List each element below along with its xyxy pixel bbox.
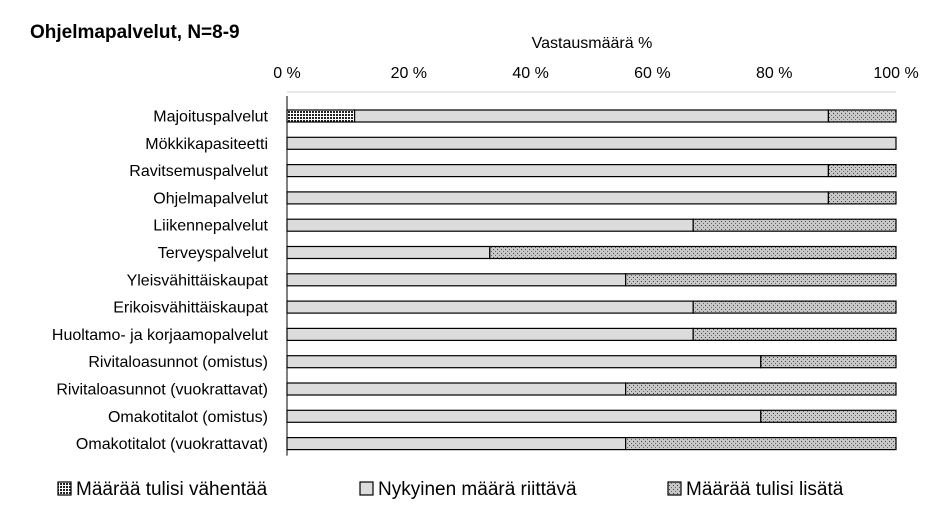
bar-segment	[692, 300, 897, 314]
bar-segment	[286, 409, 762, 423]
legend-swatch	[667, 481, 682, 496]
category-label: Omakotitalot (vuokrattavat)	[76, 436, 268, 453]
category-label: Liikennepalvelut	[153, 218, 268, 235]
category-label: Rivitaloasunnot (vuokrattavat)	[56, 382, 268, 399]
x-tick-label: 0 %	[273, 65, 301, 82]
bar-segment	[286, 273, 627, 287]
bar-segment	[286, 218, 694, 232]
x-tick-label: 60 %	[634, 65, 670, 82]
bar-segment	[286, 300, 694, 314]
bar-segment	[489, 245, 897, 260]
category-label: Ravitsemuspalvelut	[129, 163, 268, 180]
category-label: Majoituspalvelut	[153, 109, 268, 126]
bar-segment	[827, 164, 897, 178]
legend: Määrää tulisi vähentää Nykyinen määrä rii…	[57, 479, 844, 500]
bar-segment	[286, 382, 627, 396]
category-label: Ohjelmapalvelut	[153, 190, 268, 207]
bar-segment	[827, 109, 897, 123]
category-label: Terveyspalvelut	[158, 245, 269, 262]
category-label: Omakotitalot (omistus)	[108, 409, 268, 426]
x-axis-ticks: 0 % 20 % 40 % 60 % 80 % 100 %	[273, 65, 918, 82]
bar-segment	[286, 355, 762, 369]
bars	[286, 109, 897, 451]
bar-segment	[286, 191, 830, 205]
legend-label: Nykyinen määrä riittävä	[378, 479, 577, 500]
legend-label: Määrää tulisi vähentää	[76, 479, 268, 500]
category-label: Yleisvähittäiskaupat	[127, 272, 269, 289]
x-tick-label: 80 %	[756, 65, 792, 82]
bar-segment	[625, 382, 897, 396]
x-tick-label: 40 %	[512, 65, 548, 82]
bar-segment	[286, 327, 694, 341]
bar-segment	[625, 437, 897, 451]
category-label: Rivitaloasunnot (omistus)	[88, 354, 268, 371]
x-tick-label: 100 %	[873, 65, 918, 82]
legend-swatch	[359, 481, 374, 496]
category-labels: Majoituspalvelut Mökkikapasiteetti Ravitse…	[52, 109, 269, 454]
legend-swatch	[57, 481, 72, 496]
bar-segment	[286, 109, 356, 123]
bar-segment	[760, 355, 897, 369]
bar-segment	[692, 327, 897, 341]
x-tick-label: 20 %	[391, 65, 427, 82]
bar-segment	[353, 109, 830, 123]
bar-segment	[286, 164, 830, 178]
category-label: Mökkikapasiteetti	[145, 136, 268, 153]
bar-segment	[286, 245, 491, 260]
bar-segment	[286, 136, 897, 150]
chart-title: Ohjelmapalvelut, N=8-9	[30, 22, 240, 43]
x-axis-title: Vastausmäärä %	[532, 35, 653, 52]
bar-segment	[760, 409, 897, 423]
bar-segment	[625, 273, 897, 287]
category-label: Huoltamo- ja korjaamopalvelut	[52, 327, 269, 344]
bar-segment	[827, 191, 897, 205]
category-label: Erikoisvähittäiskaupat	[113, 300, 268, 317]
bar-segment	[286, 437, 627, 451]
legend-label: Määrää tulisi lisätä	[686, 479, 844, 500]
bar-segment	[692, 218, 897, 232]
